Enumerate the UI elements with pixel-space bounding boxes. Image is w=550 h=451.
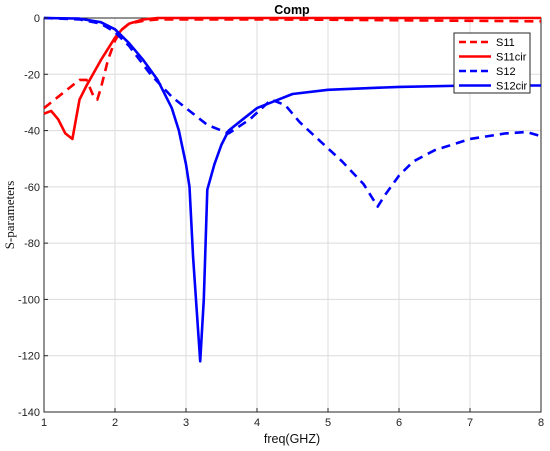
x-tick-label: 7 bbox=[467, 417, 473, 429]
legend-label-s12: S12 bbox=[496, 66, 516, 78]
tick-labels: 1 2 3 4 5 6 7 8 0 -20 -40 -60 -80 -100 -120 -140 bbox=[18, 13, 544, 429]
legend-label-s11: S11 bbox=[496, 37, 515, 49]
y-tick-label: -40 bbox=[24, 126, 40, 138]
legend-label-s11cir: S11cir bbox=[496, 52, 527, 64]
y-axis-label: S-parameters bbox=[2, 181, 17, 250]
legend: S11 S11cir S12 S12cir bbox=[453, 32, 531, 94]
chart-title: Comp bbox=[274, 3, 310, 17]
x-tick-label: 4 bbox=[254, 417, 260, 429]
series-line-s11cir bbox=[43, 16, 541, 141]
x-tick-label: 2 bbox=[112, 417, 118, 429]
y-tick-label: -60 bbox=[24, 182, 40, 194]
series-group bbox=[43, 16, 542, 363]
series-line-s12 bbox=[43, 16, 542, 208]
y-tick-label: -80 bbox=[24, 238, 40, 250]
y-tick-label: -20 bbox=[24, 69, 40, 81]
x-tick-label: 5 bbox=[325, 417, 331, 429]
legend-label-s12cir: S12cir bbox=[496, 81, 528, 93]
y-tick-label: 0 bbox=[34, 13, 40, 25]
x-tick-label: 3 bbox=[183, 417, 189, 429]
y-tick-label: -100 bbox=[18, 294, 40, 306]
x-tick-label: 8 bbox=[538, 417, 544, 429]
x-tick-label: 6 bbox=[396, 417, 402, 429]
legend-box bbox=[453, 32, 531, 94]
series-line-s12cir bbox=[43, 16, 541, 363]
x-tick-label: 1 bbox=[41, 417, 47, 429]
y-tick-label: -120 bbox=[18, 351, 40, 363]
x-axis-label: freq(GHZ) bbox=[264, 432, 320, 446]
y-tick-label: -140 bbox=[18, 407, 40, 419]
